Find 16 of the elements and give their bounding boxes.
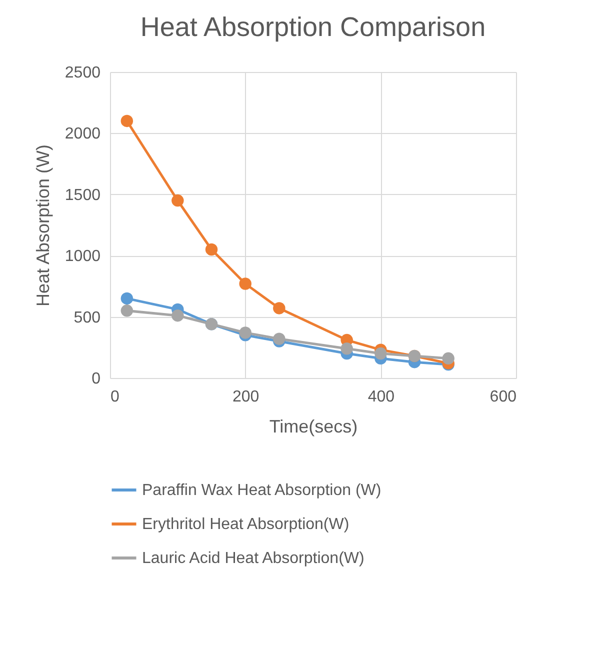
- x-tick-label: 600: [490, 388, 517, 406]
- y-tick-label: 500: [74, 309, 101, 326]
- y-tick-label: 2000: [64, 126, 101, 143]
- y-axis-title: Heat Absorption (W): [32, 144, 53, 307]
- chart-title: Heat Absorption Comparison: [140, 12, 486, 42]
- y-tick-label: 1500: [64, 186, 101, 204]
- y-tick-label: 2500: [64, 64, 101, 82]
- legend-label: Erythritol Heat Absorption(W): [142, 516, 350, 533]
- legend-label: Lauric Acid Heat Absorption(W): [142, 550, 364, 567]
- x-tick-label: 200: [232, 388, 260, 406]
- y-tick-label: 0: [92, 370, 101, 388]
- y-tick-label: 1000: [64, 248, 101, 266]
- x-tick-label: 400: [368, 388, 395, 406]
- legend-label: Paraffin Wax Heat Absorption (W): [142, 482, 382, 499]
- x-tick-label: 0: [110, 388, 120, 406]
- x-axis-title: Time(secs): [269, 416, 358, 436]
